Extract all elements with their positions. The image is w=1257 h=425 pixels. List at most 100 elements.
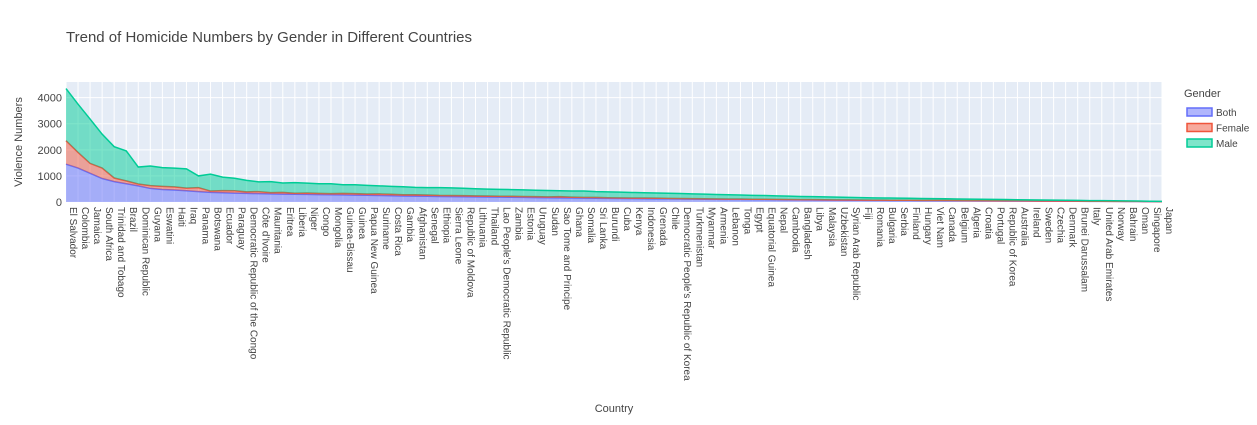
x-tick-label: Suriname xyxy=(380,207,391,250)
x-tick-label: Algeria xyxy=(970,207,981,239)
x-tick-label: Finland xyxy=(910,207,921,240)
x-tick-label: Belgium xyxy=(958,207,969,243)
x-tick-label: Iraq xyxy=(187,207,198,224)
legend-swatch xyxy=(1186,107,1213,117)
x-tick-label: Malaysia xyxy=(826,207,837,247)
legend-swatch xyxy=(1186,138,1213,148)
legend-label: Both xyxy=(1216,108,1237,119)
line-male xyxy=(65,88,1163,203)
x-tick-label: Liberia xyxy=(296,207,307,237)
x-tick-label: Hungary xyxy=(922,207,933,245)
x-tick-label: Uzbekistan xyxy=(838,207,849,256)
y-axis-ticks: 0 1000 2000 3000 4000 xyxy=(38,93,62,209)
x-tick-label: Lithuania xyxy=(476,207,487,248)
x-tick-label: Brazil xyxy=(127,207,138,232)
x-tick-label: Republic of Korea xyxy=(1006,207,1017,287)
x-tick-label: Brunei Darussalam xyxy=(1079,207,1090,292)
x-tick-label: Sudan xyxy=(549,207,560,236)
x-tick-label: Ireland xyxy=(1031,207,1042,238)
x-tick-label: Serbia xyxy=(898,207,909,236)
x-tick-label: Sri Lanka xyxy=(597,207,608,250)
x-tick-label: Ghana xyxy=(573,207,584,237)
x-tick-label: Democratic Republic of the Congo xyxy=(248,207,259,360)
x-axis-label: Country xyxy=(595,403,634,415)
x-tick-label: Chile xyxy=(669,207,680,230)
area-both[interactable] xyxy=(66,164,1162,202)
legend-label: Male xyxy=(1216,139,1238,150)
x-tick-label: Croatia xyxy=(982,207,993,240)
legend-label: Female xyxy=(1216,124,1250,135)
x-axis-ticks: El Salvador Colombia Jamaica South Africa Tr… xyxy=(67,207,1174,381)
x-tick-label: Fiji xyxy=(862,207,873,220)
x-tick-label: Viet Nam xyxy=(934,207,945,248)
x-tick-label: Congo xyxy=(320,207,331,237)
x-tick-label: Guyana xyxy=(151,207,162,242)
x-tick-label: Eswatini xyxy=(163,207,174,244)
x-tick-label: Indonesia xyxy=(645,207,656,251)
x-tick-label: Italy xyxy=(1091,207,1102,225)
legend-swatch xyxy=(1186,122,1213,133)
x-tick-label: Bulgaria xyxy=(886,207,897,244)
legend-item-female[interactable]: Female xyxy=(1186,122,1250,135)
x-tick-label: Egypt xyxy=(754,207,765,233)
x-tick-label: Czechia xyxy=(1055,207,1066,244)
x-tick-label: Equatorial Guinea xyxy=(766,207,777,287)
x-tick-label: Ecuador xyxy=(224,207,235,245)
x-tick-label: Grenada xyxy=(657,207,668,246)
legend-item-both[interactable]: Both xyxy=(1186,107,1237,119)
legend[interactable]: Gender Both Female Male xyxy=(1184,88,1250,150)
x-tick-label: United Arab Emirates xyxy=(1103,207,1114,302)
x-tick-label: Eritrea xyxy=(284,207,295,237)
x-tick-label: Cuba xyxy=(621,207,632,231)
x-tick-label: Niger xyxy=(308,207,319,232)
x-tick-label: Cambodia xyxy=(790,207,801,253)
legend-item-male[interactable]: Male xyxy=(1186,138,1238,150)
x-tick-label: Tonga xyxy=(741,207,752,235)
x-tick-label: Panama xyxy=(199,207,210,245)
x-tick-label: Oman xyxy=(1139,207,1150,234)
x-tick-label: South Africa xyxy=(103,207,114,261)
x-tick-label: Sierra Leone xyxy=(452,207,463,265)
x-tick-label: Papua New Guinea xyxy=(368,207,379,294)
x-tick-label: Portugal xyxy=(994,207,1005,244)
x-tick-label: Afghanistan xyxy=(416,207,427,260)
x-tick-label: Trinidad and Tobago xyxy=(115,207,126,298)
chart-title: Trend of Homicide Numbers by Gender in D… xyxy=(66,29,472,46)
x-tick-label: Romania xyxy=(874,207,885,247)
x-tick-label: Japan xyxy=(1163,207,1174,234)
x-tick-label: Norway xyxy=(1115,207,1126,241)
y-tick-label: 4000 xyxy=(38,93,62,105)
x-tick-label: Costa Rica xyxy=(392,207,403,256)
x-tick-label: Syrian Arab Republic xyxy=(850,207,861,300)
x-tick-label: Ethiopia xyxy=(440,207,451,244)
x-tick-label: Jamaica xyxy=(91,207,102,245)
y-tick-label: 0 xyxy=(56,197,62,209)
x-tick-label: Uruguay xyxy=(537,207,548,245)
x-tick-label: Armenia xyxy=(717,207,728,245)
x-tick-label: Bahrain xyxy=(1127,207,1138,241)
x-tick-label: Haiti xyxy=(175,207,186,227)
x-tick-label: Turkmenistan xyxy=(693,207,704,267)
x-tick-label: Republic of Moldova xyxy=(464,207,475,298)
x-tick-label: El Salvador xyxy=(67,207,78,259)
x-tick-label: Myanmar xyxy=(705,207,716,249)
x-tick-label: Burundi xyxy=(609,207,620,241)
x-tick-label: Somalia xyxy=(585,207,596,244)
x-tick-label: Lao People's Democratic Republic xyxy=(501,207,512,360)
x-tick-label: Côte d'Ivoire xyxy=(260,207,271,263)
x-tick-label: Guinea-Bissau xyxy=(344,207,355,273)
x-tick-label: Singapore xyxy=(1151,207,1162,253)
y-tick-label: 2000 xyxy=(38,145,62,157)
x-tick-label: Botswana xyxy=(212,207,223,251)
x-tick-label: Paraguay xyxy=(236,207,247,250)
x-tick-label: Zambia xyxy=(513,207,524,241)
x-tick-label: Colombia xyxy=(79,207,90,250)
x-tick-label: Democratic People's Republic of Korea xyxy=(681,207,692,381)
x-tick-label: Nepal xyxy=(778,207,789,233)
x-tick-label: Libya xyxy=(814,207,825,231)
x-tick-label: Canada xyxy=(946,207,957,242)
x-tick-label: Guinea xyxy=(356,207,367,240)
legend-title: Gender xyxy=(1184,88,1221,100)
x-tick-label: Senegal xyxy=(428,207,439,244)
